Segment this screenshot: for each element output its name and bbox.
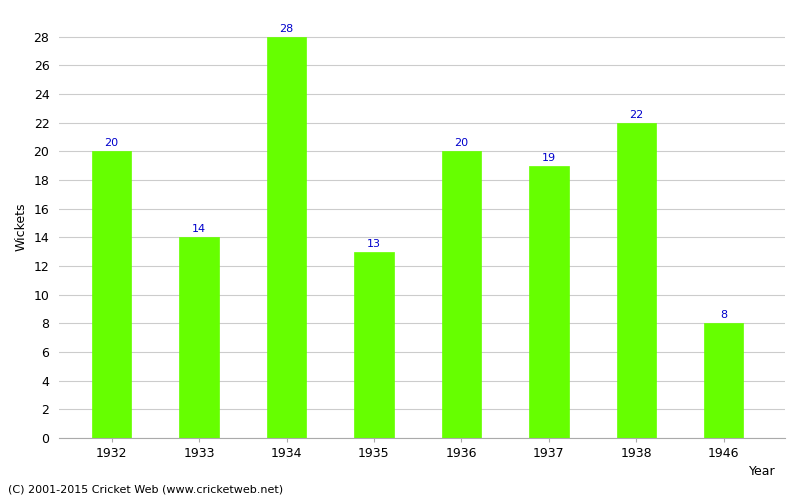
Bar (530, 166, 569, 438)
Text: 13: 13 (367, 238, 381, 248)
Text: 19: 19 (542, 152, 556, 162)
Bar (267, 36, 306, 438)
Bar (354, 252, 394, 438)
Text: 8: 8 (720, 310, 727, 320)
Y-axis label: Wickets: Wickets (15, 202, 28, 250)
Text: Year: Year (750, 465, 776, 478)
Bar (442, 151, 481, 438)
Text: 20: 20 (105, 138, 118, 148)
Bar (704, 324, 743, 438)
Bar (179, 237, 218, 438)
Text: 22: 22 (630, 110, 643, 120)
Text: (C) 2001-2015 Cricket Web (www.cricketweb.net): (C) 2001-2015 Cricket Web (www.cricketwe… (8, 485, 283, 495)
Bar (617, 122, 656, 438)
Bar (92, 151, 131, 438)
Text: 20: 20 (454, 138, 469, 148)
Text: 28: 28 (279, 24, 294, 34)
Text: 14: 14 (192, 224, 206, 234)
